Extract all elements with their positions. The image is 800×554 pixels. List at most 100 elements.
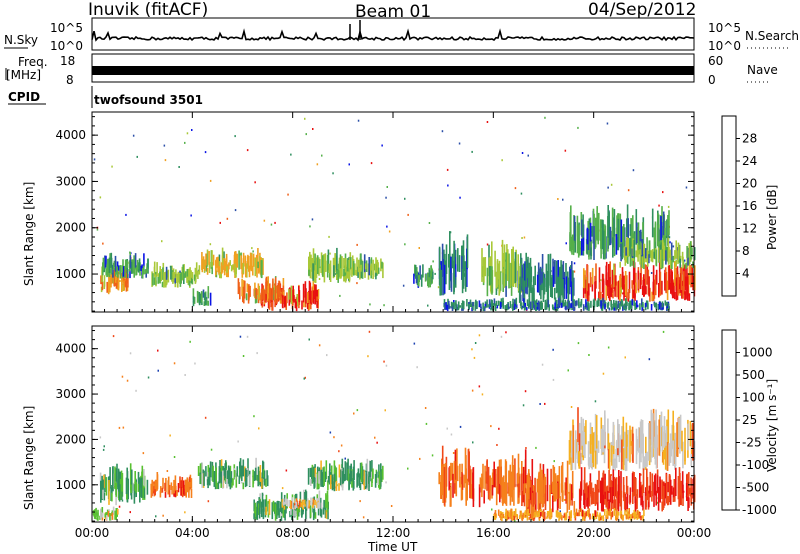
velocity-panel-blob-4	[293, 507, 295, 517]
power-panel-blob-16	[626, 301, 628, 307]
power-panel-blob-16	[572, 303, 575, 310]
power-panel-blob-12	[555, 260, 558, 294]
velocity-panel-blob-11	[636, 489, 639, 499]
power-panel-blob-5	[271, 293, 273, 311]
velocity-panel-blob-12	[512, 516, 514, 520]
power-panel-blob-14	[651, 291, 653, 301]
power-panel-blob-11	[496, 261, 499, 288]
power-panel-blob-4	[212, 254, 215, 266]
velocity-panel-blob-0	[121, 473, 124, 497]
power-panel-blob-14	[602, 278, 605, 292]
power-panel-blob-1	[146, 267, 148, 274]
power-panel-blob-4	[238, 250, 240, 270]
velocity-panel-noise-point	[640, 473, 642, 476]
power-panel-blob-0	[122, 274, 124, 283]
power-panel-blob-12	[556, 277, 559, 292]
power-panel-blob-16	[480, 306, 482, 311]
power-panel-blob-16	[634, 305, 636, 310]
velocity-panel-blob-4	[281, 506, 283, 514]
power-panel-blob-9	[429, 272, 431, 288]
power-panel-noise-point	[96, 228, 99, 231]
power-panel-blob-13	[630, 219, 633, 254]
velocity-panel-blob-11	[602, 494, 604, 512]
power-panel-blob-12	[526, 278, 528, 295]
power-panel-blob-16	[577, 298, 580, 307]
velocity-panel-blob-7	[442, 464, 444, 503]
velocity-panel-blob-4	[291, 508, 293, 521]
velocity-panel-noise-point	[135, 389, 137, 392]
velocity-panel-colorbar-label: 100	[742, 391, 765, 405]
power-panel-blob-1	[143, 253, 145, 268]
power-panel-blob-16	[604, 303, 606, 310]
velocity-panel-blob-6	[347, 469, 349, 482]
power-panel-blob-10	[463, 255, 465, 271]
velocity-panel-blob-12	[573, 511, 576, 519]
power-panel-blob-16	[448, 305, 450, 309]
velocity-panel-blob-11	[665, 491, 668, 504]
power-panel-noise-point	[369, 303, 371, 306]
velocity-panel-noise-point	[204, 416, 207, 419]
power-panel-blob-12	[534, 265, 536, 286]
velocity-panel-blob-6	[349, 465, 351, 485]
velocity-panel-blob-1	[109, 513, 111, 521]
velocity-panel-blob-12	[518, 515, 521, 519]
power-panel-blob-16	[531, 302, 533, 309]
velocity-panel-noise-point	[239, 335, 242, 338]
power-panel-blob-0	[123, 280, 125, 291]
velocity-panel-noise-point	[500, 335, 503, 338]
velocity-panel-blob-10	[668, 443, 671, 466]
velocity-panel-colorbar-label: 500	[742, 368, 765, 382]
velocity-panel-blob-6	[368, 471, 370, 491]
power-panel-blob-14	[645, 286, 647, 295]
power-panel-noise-point	[164, 159, 167, 162]
power-panel-blob-2	[191, 272, 194, 285]
power-panel-blob-8	[356, 257, 358, 276]
power-panel-blob-7	[333, 265, 335, 277]
power-panel-blob-15	[651, 249, 654, 263]
velocity-panel-blob-7	[449, 466, 451, 482]
velocity-panel-noise-point	[522, 404, 525, 407]
velocity-panel-blob-11	[605, 486, 607, 508]
velocity-panel-blob-6	[366, 458, 369, 478]
power-panel-blob-4	[234, 251, 237, 267]
power-panel-blob-5	[284, 301, 286, 308]
power-panel-blob-16	[456, 304, 458, 311]
power-panel-blob-10	[449, 256, 452, 281]
power-panel-blob-6	[244, 280, 246, 293]
velocity-panel-blob-11	[583, 489, 585, 505]
velocity-panel-blob-8	[482, 463, 484, 489]
velocity-panel-blob-0	[100, 480, 102, 503]
velocity-panel-blob-11	[636, 494, 638, 509]
power-panel-blob-12	[529, 257, 532, 286]
velocity-panel-noise-point	[184, 374, 186, 376]
velocity-panel-noise-point	[344, 457, 346, 460]
power-panel-blob-5	[310, 303, 312, 310]
velocity-panel-blob-6	[371, 471, 373, 483]
velocity-panel-blob-11	[604, 479, 606, 492]
power-panel-blob-11	[490, 266, 492, 285]
power-panel-blob-7	[328, 263, 331, 273]
velocity-panel-blob-6	[335, 467, 338, 485]
power-panel-colorbar-frame	[721, 115, 737, 297]
power-panel-blob-16	[633, 300, 635, 307]
power-panel-blob-1	[129, 255, 132, 268]
velocity-panel-blob-8	[523, 487, 526, 507]
power-panel-blob-12	[524, 261, 526, 294]
velocity-panel-blob-0	[119, 478, 122, 500]
velocity-panel-noise-point	[241, 481, 243, 484]
power-panel-blob-8	[374, 263, 377, 277]
velocity-panel-blob-10	[655, 433, 657, 456]
velocity-panel-blob-4	[326, 495, 329, 513]
power-panel-blob-13	[653, 227, 656, 254]
power-panel-noise-point	[573, 270, 576, 273]
power-panel-blob-2	[195, 271, 197, 283]
power-panel-blob-13	[612, 237, 614, 258]
power-panel-blob-0	[121, 275, 123, 292]
velocity-panel-blob-10	[671, 424, 673, 450]
velocity-panel-blob-0	[115, 482, 117, 497]
velocity-panel-blob-4	[285, 506, 287, 514]
power-panel-blob-2	[174, 274, 176, 284]
power-panel-blob-16	[474, 305, 477, 311]
power-panel-blob-3	[192, 288, 195, 300]
power-panel-blob-14	[616, 281, 618, 298]
